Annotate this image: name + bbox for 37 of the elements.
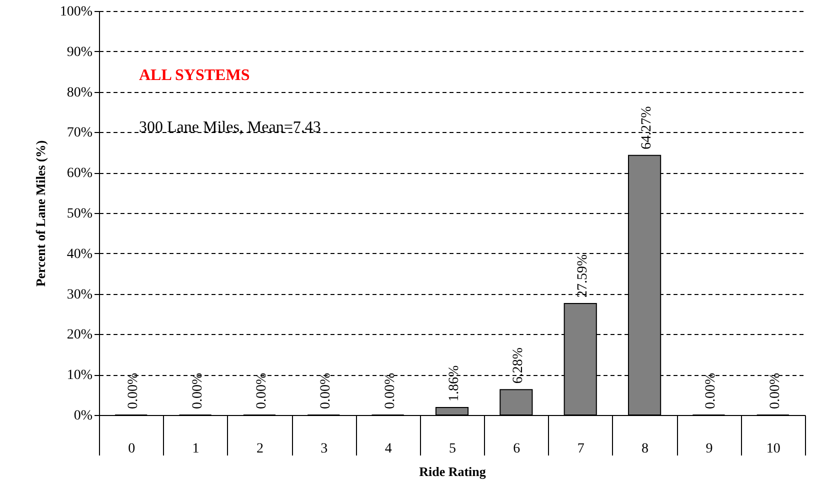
x-tick-label: 2 [256,442,264,456]
y-axis-title: Percent of Lane Miles (%) [32,140,48,287]
x-tick-label: 0 [128,442,136,456]
annotation: ALL SYSTEMS [139,67,250,84]
y-tick-label: 60% [66,166,93,182]
data-label: 0.00% [704,372,719,409]
y-tick-label: 90% [66,44,93,60]
data-label: 0.00% [318,372,334,409]
x-axis-title: Ride Rating [419,464,486,479]
data-label: 64.27% [640,106,655,150]
y-tick-label: 40% [66,246,93,262]
x-tick-label: 9 [706,442,713,456]
data-label: 0.00% [382,372,398,409]
data-label: 27.59% [575,254,590,298]
x-tick-label: 1 [192,442,200,456]
data-label: 0.00% [254,372,270,409]
x-tick-label: 10 [766,442,780,456]
x-tick-label: 6 [513,442,520,456]
x-tick-label: 5 [449,442,456,456]
y-tick-label: 50% [66,206,93,222]
data-label: 6.28% [511,347,526,384]
data-label: 0.00% [190,372,206,409]
y-tick-label: 100% [60,4,93,20]
data-label: 0.00% [126,372,142,409]
y-tick-label: 0% [74,408,93,424]
x-tick-label: 3 [320,442,328,456]
y-tick-label: 30% [66,287,93,302]
data-label: 0.00% [768,372,783,409]
y-tick-label: 10% [66,368,93,384]
x-tick-label: 7 [577,442,584,456]
annotation: 300 Lane Miles, Mean=7.43 [139,119,321,136]
x-tick-label: 4 [384,442,392,456]
x-tick-label: 8 [642,442,649,456]
data-label: 1.86% [447,364,462,402]
y-tick-label: 20% [66,328,93,343]
y-tick-label: 70% [66,126,93,141]
y-tick-label: 80% [66,85,93,100]
